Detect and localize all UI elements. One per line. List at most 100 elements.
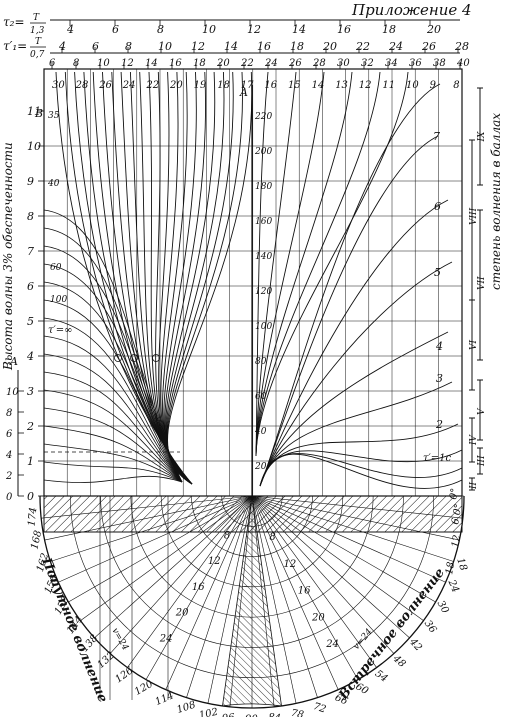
polar-angle-left: 102: [198, 707, 219, 717]
right-heading-ticks: 0° 6 0° 12 18: [444, 487, 464, 575]
left-axis-tick: 2: [26, 420, 34, 433]
curve-labels: 30 28 26 24 22 20 19 18 17 16 15 14 13 12 11 10 9 8765432…: [47, 80, 460, 431]
polar-speed-label-right: 24: [159, 633, 173, 644]
period-tick: 24: [264, 58, 278, 69]
tau1-tick: 16: [257, 40, 271, 53]
curve-label-right: 4: [435, 340, 443, 353]
appendix-label: Приложение 4: [351, 1, 472, 19]
period-scale: 6 8 10 12 14 16 18 20 22 24 26 28 30 32 34 36 38 40: [44, 58, 470, 70]
left-axis-top-letter: B: [34, 107, 43, 120]
period-tick: 40: [456, 58, 470, 69]
period-tick: 36: [409, 58, 422, 69]
polar-angle-left: 108: [176, 700, 198, 716]
center-axis-tick: 160: [255, 217, 272, 227]
tau1-tick: 10: [158, 40, 172, 53]
sea-state-grade: VII: [477, 276, 487, 290]
polar-angle-right: 84: [268, 712, 282, 717]
polar-diagram: [39, 495, 465, 709]
curve-label-right: 6: [434, 200, 441, 213]
sea-state-grade: VIII: [469, 207, 479, 225]
left-axis-a-tick: 2: [5, 471, 12, 482]
center-axis-tick: 120: [255, 287, 272, 297]
right-heading-tick: 18: [444, 561, 457, 575]
left-axis-tick: 3: [27, 385, 34, 398]
period-tick: 18: [193, 58, 206, 69]
period-tick: 22: [240, 58, 254, 69]
tau1-tick: 26: [421, 40, 436, 53]
tau1-tick: 8: [125, 40, 132, 53]
polar-speed-label-right: 12: [208, 556, 221, 567]
left-axis-tick: 8: [27, 210, 34, 223]
polar-angle-right: 78: [290, 708, 305, 717]
curve-label-top: 10: [406, 80, 419, 91]
period-tick: 32: [361, 58, 374, 69]
center-axis-letter: A: [239, 86, 248, 99]
polar-angle-right: 24: [445, 577, 461, 594]
tau2-tick: 14: [292, 23, 306, 36]
curve-label-top: 17: [241, 80, 254, 91]
period-tick: 38: [433, 58, 446, 69]
curve-label-top: 9: [430, 80, 437, 91]
tau-one-label: τ′=1c: [423, 453, 452, 464]
tau2-label-lhs: τ₂=: [3, 15, 25, 29]
curve-label-left: 100: [50, 295, 67, 305]
tau1-tick: 4: [58, 40, 66, 53]
tau1-tick: 24: [388, 40, 403, 53]
sea-state-grade: IX: [477, 131, 487, 143]
polar-speed-label-right: 16: [192, 582, 205, 593]
curve-label-left: 60: [50, 263, 62, 273]
polar-angle-left: 126: [113, 665, 135, 685]
curve-label-top: 20: [169, 80, 183, 91]
sea-state-grade: II: [469, 481, 479, 490]
sea-state-grade: III: [477, 455, 487, 467]
tau1-tick: 14: [224, 40, 238, 53]
period-tick: 14: [145, 58, 158, 69]
left-axis-tick: 5: [27, 315, 34, 328]
curve-label-right: 7: [433, 130, 440, 143]
polar-angle-left: 96: [221, 712, 235, 717]
period-tick: 20: [216, 58, 230, 69]
polar-angle-left: 132: [96, 650, 118, 671]
left-axis-h3: Высота волны 3% обеспеченности B 0 1 2 3 4 5 6…: [1, 105, 45, 503]
center-axis: A 20 40 60 80 100 120 140 160 180 200 220: [239, 85, 272, 496]
right-heading-tick: 0°: [448, 487, 461, 500]
tau1-tick: 28: [454, 40, 469, 53]
polar-speed-label-left: 24: [325, 639, 339, 650]
curve-label-left: 35: [48, 111, 60, 121]
curve-label-top: 16: [264, 80, 277, 91]
polar-speed-label-left: 8: [269, 532, 275, 543]
tau2-label-den: 1,3: [30, 26, 45, 36]
left-axis-a-tick: 0: [6, 492, 13, 503]
tau1-label-num: T: [35, 37, 42, 47]
period-tick: 30: [337, 58, 350, 69]
curve-label-right: 2: [435, 418, 443, 431]
tau1-tick: 22: [355, 40, 370, 53]
left-axis-title: Высота волны 3% обеспеченности: [1, 142, 15, 371]
tau2-scale: τ₂= T 1,3 4 6 8 10 12 14 16 18 20: [3, 13, 460, 36]
polar-angle-right: 54: [373, 668, 390, 684]
curve-label-top: 19: [194, 80, 207, 91]
curve-label-top: 14: [312, 80, 325, 91]
polar-angle-left: 90: [245, 714, 258, 717]
polar-angle-right: 66: [333, 692, 350, 707]
center-axis-tick: 40: [254, 427, 267, 437]
polar-angle-right: 72: [312, 701, 328, 715]
tau2-tick: 6: [112, 23, 119, 36]
period-tick: 34: [385, 58, 398, 69]
left-axis-tick: 6: [27, 280, 34, 293]
tau2-label-num: T: [33, 13, 40, 23]
curve-label-top: 8: [453, 80, 459, 91]
polar-speed-label-right: 20: [175, 608, 189, 619]
main-grid: [43, 68, 463, 497]
tau1-tick: 6: [92, 40, 99, 53]
left-axis-a-letter: A: [9, 355, 18, 368]
center-axis-tick: 20: [254, 462, 267, 472]
polar-angle-right: 30: [435, 599, 451, 616]
sea-state-grade: VI: [469, 340, 479, 350]
center-axis-tick: 140: [255, 252, 272, 262]
polar-angle-right: 36: [422, 618, 439, 635]
tau2-tick: 4: [66, 23, 74, 36]
right-heading-tick: 6 0°: [450, 503, 464, 525]
tau2-tick: 18: [382, 23, 396, 36]
curve-label-top: 28: [75, 80, 89, 91]
